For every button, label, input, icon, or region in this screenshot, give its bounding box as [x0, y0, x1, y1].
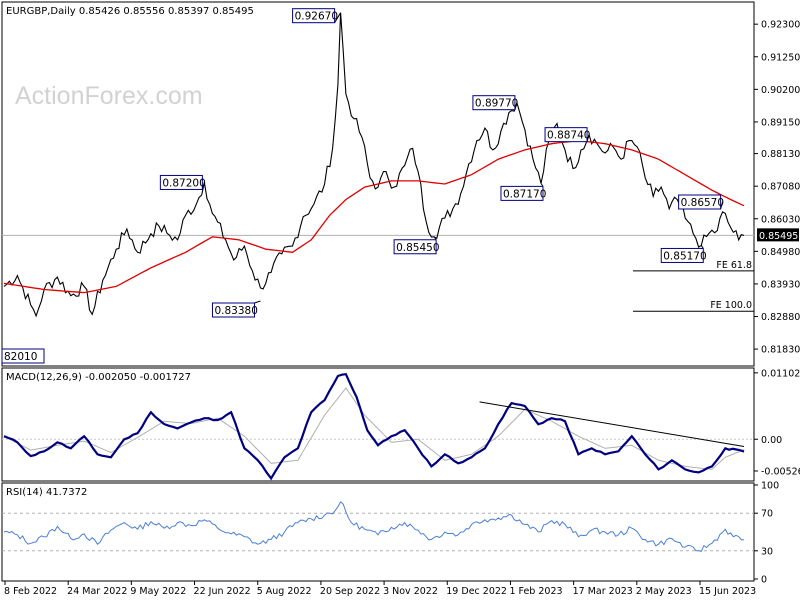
- price-callout: 0.89770: [472, 95, 518, 111]
- x-tick-label: 24 Mar 2022: [67, 586, 127, 597]
- x-tick-label: 19 Dec 2022: [446, 586, 507, 597]
- macd-main-line: [3, 373, 745, 481]
- macd-trendline: [479, 401, 745, 447]
- macd-y-tick-label: -0.005267: [761, 466, 800, 477]
- price-callout-box: [472, 95, 516, 111]
- rsi-y-tick-label: 0: [761, 575, 767, 586]
- price-callout-label: 0.89770: [475, 98, 518, 110]
- rsi-y-tick-label: 100: [761, 481, 779, 492]
- rsi-y-tick-label: 70: [761, 509, 773, 520]
- fib-level-label: FE 61.8: [716, 260, 752, 271]
- price-callout-box: [544, 127, 588, 143]
- price-callout-label: 0.83380: [214, 305, 257, 317]
- current-price-label: 0.85495: [759, 231, 798, 242]
- macd-y-tick-label: 0.00: [761, 435, 782, 446]
- fib-levels: FE 61.8 FE 100.0: [633, 260, 754, 312]
- price-y-tick-label: 0.90200: [761, 85, 800, 96]
- price-y-tick-label: 0.81830: [761, 345, 800, 356]
- x-tick-label: 8 Feb 2022: [4, 586, 57, 597]
- price-callout-label: 0.86570: [681, 197, 724, 209]
- x-tick-label: 5 Aug 2022: [257, 586, 312, 597]
- price-y-tick-label: 0.88130: [761, 149, 800, 160]
- edge-label: 82010: [4, 351, 37, 363]
- price-callout-box: [678, 194, 722, 210]
- rsi-y-tick-label: 30: [761, 546, 773, 557]
- price-callout-box: [500, 185, 544, 201]
- price-y-axis: 0.92300 0.91250 0.90200 0.89150 0.88130 0.870…: [754, 20, 800, 356]
- edge-label-box: 82010: [1, 348, 45, 364]
- price-y-tick-label: 0.92300: [761, 20, 800, 31]
- x-tick-label: 3 Nov 2022: [383, 586, 438, 597]
- x-axis: 8 Feb 2022 24 Mar 2022 9 May 2022 22 Jun 20…: [4, 581, 756, 597]
- price-y-tick-label: 0.89150: [761, 117, 800, 128]
- price-header: EURGBP,Daily 0.85426 0.85556 0.85397 0.8…: [6, 6, 254, 17]
- price-callout-label: 0.87200: [162, 177, 205, 189]
- rsi-header: RSI(14) 41.7372: [6, 487, 87, 498]
- rsi-panel-frame: [1, 482, 755, 582]
- x-tick-label: 17 Mar 2023: [573, 586, 633, 597]
- macd-signal-line: [3, 387, 745, 470]
- price-callout-label: 0.85170: [663, 250, 706, 262]
- price-y-tick-label: 0.84980: [761, 247, 800, 258]
- price-callout-label: 0.88740: [547, 130, 590, 142]
- rsi-level-lines: [2, 512, 754, 552]
- moving-average-line: [3, 139, 745, 294]
- price-y-tick-label: 0.82880: [761, 312, 800, 323]
- price-callout: 0.83380: [211, 300, 261, 318]
- x-tick-label: 2 May 2023: [636, 586, 692, 597]
- macd-y-tick-label: 0.011027: [761, 368, 800, 379]
- price-callout-label: 0.87170: [503, 188, 546, 200]
- watermark: ActionForex.com: [15, 82, 203, 110]
- rsi-line: [3, 501, 745, 552]
- x-tick-label: 20 Sep 2022: [320, 586, 380, 597]
- x-tick-label: 1 Feb 2023: [509, 586, 562, 597]
- price-y-tick-label: 0.86030: [761, 214, 800, 225]
- price-callout: 0.85170: [660, 245, 707, 263]
- price-y-tick-label: 0.91250: [761, 52, 800, 63]
- rsi-y-axis: 100 70 30 0: [754, 481, 779, 586]
- price-panel-frame: [1, 1, 755, 367]
- price-callout: 0.92670: [292, 8, 342, 24]
- price-callout-box: [159, 174, 203, 190]
- price-callout: 0.88740: [544, 127, 590, 143]
- x-tick-label: 9 May 2022: [130, 586, 186, 597]
- current-price-tag: 0.85495: [757, 228, 799, 242]
- x-tick-label: 22 Jun 2022: [194, 586, 251, 597]
- price-callout-box: [211, 302, 255, 318]
- macd-header: MACD(12,26,9) -0.002050 -0.001727: [6, 372, 191, 383]
- x-tick-label: 15 Jun 2023: [699, 586, 756, 597]
- macd-panel-frame: [1, 367, 755, 482]
- price-callout: 0.87200: [159, 174, 206, 190]
- price-callouts: 0.92670 0.87200 0.83380 0.85450 0.89770 0.871…: [159, 8, 724, 318]
- macd-y-axis: 0.011027 0.00 -0.005267: [754, 368, 800, 477]
- price-callout-label: 0.92670: [295, 11, 338, 23]
- price-callout-box: [292, 8, 336, 24]
- fib-level-label: FE 100.0: [710, 300, 752, 311]
- price-callout-box: [393, 239, 437, 255]
- price-callout: 0.86570: [678, 194, 724, 210]
- price-y-tick-label: 0.87080: [761, 182, 800, 193]
- price-callout-label: 0.85450: [396, 242, 439, 254]
- price-callout: 0.85450: [393, 236, 440, 255]
- price-callout: 0.87170: [500, 183, 546, 201]
- price-callout-box: [660, 247, 704, 263]
- price-y-tick-label: 0.83930: [761, 279, 800, 290]
